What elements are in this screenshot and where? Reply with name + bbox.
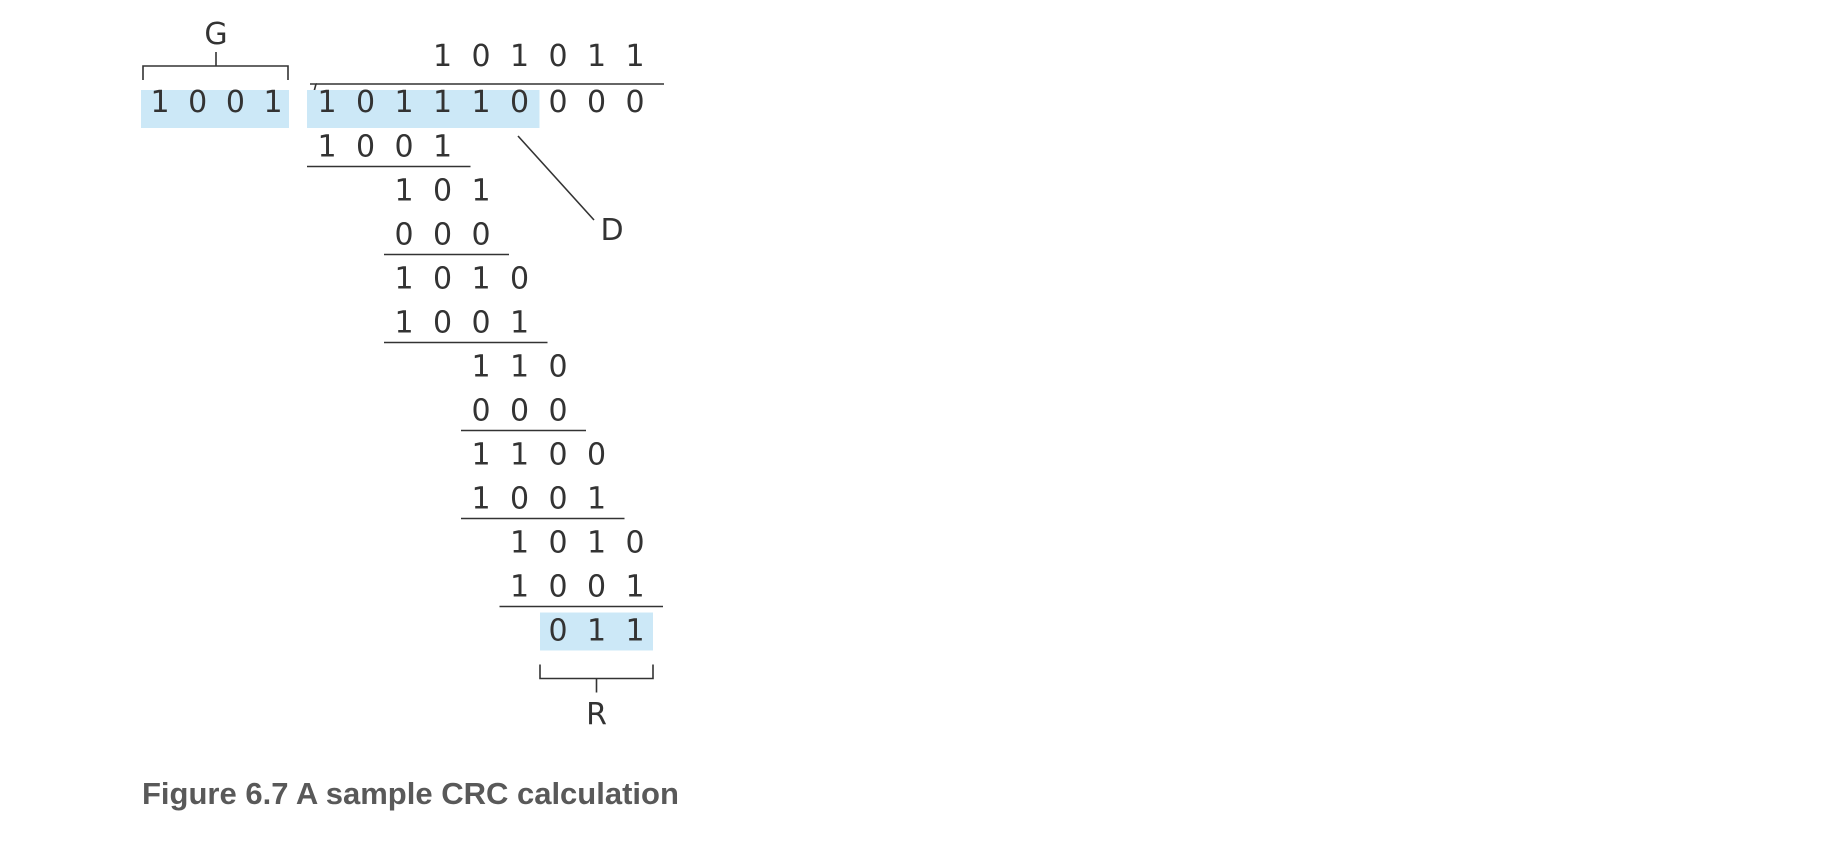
remainder-label: R — [586, 698, 607, 733]
step-digit: 0 — [548, 526, 567, 561]
step-digit: 1 — [394, 262, 413, 297]
step-digit: 1 — [471, 350, 490, 385]
remainder-digit: 0 — [548, 614, 567, 649]
step-digit: 0 — [548, 570, 567, 605]
step-digit: 0 — [433, 306, 452, 341]
step-digit: 1 — [394, 306, 413, 341]
dividend-digit: 0 — [510, 85, 529, 120]
data-label: D — [600, 213, 623, 248]
generator-bracket — [142, 65, 289, 80]
remainder-digit: 1 — [587, 614, 606, 649]
remainder-highlight — [540, 612, 653, 651]
step-digit: 0 — [433, 262, 452, 297]
dividend-digit: 0 — [548, 85, 567, 120]
dividend-digit: 0 — [625, 85, 644, 120]
step-digit: 0 — [394, 218, 413, 253]
quotient-digit: 1 — [587, 39, 606, 74]
generator-highlight — [141, 90, 289, 128]
quotient-digit: 0 — [548, 39, 567, 74]
dividend-digit: 1 — [394, 85, 413, 120]
step-digit: 1 — [471, 482, 490, 517]
step-digit: 1 — [510, 570, 529, 605]
step-digit: 1 — [587, 482, 606, 517]
step-digit: 1 — [587, 526, 606, 561]
step-digit: 1 — [394, 174, 413, 209]
step-digit: 0 — [510, 482, 529, 517]
step-digit: 0 — [548, 438, 567, 473]
step-digit: 0 — [471, 394, 490, 429]
dividend-digit: 0 — [587, 85, 606, 120]
quotient-digit: 1 — [510, 39, 529, 74]
step-digit: 0 — [625, 526, 644, 561]
step-digit: 0 — [510, 394, 529, 429]
remainder-digit: 1 — [625, 614, 644, 649]
step-digit: 0 — [548, 350, 567, 385]
step-digit: 1 — [433, 130, 452, 165]
remainder-bracket — [539, 664, 654, 680]
step-digit: 1 — [510, 306, 529, 341]
data-pointer-line — [517, 135, 595, 221]
step-digit: 0 — [433, 174, 452, 209]
step-digit: 0 — [548, 394, 567, 429]
step-digit: 1 — [471, 174, 490, 209]
step-digit: 0 — [587, 438, 606, 473]
quotient-digit: 1 — [433, 39, 452, 74]
step-digit: 1 — [471, 438, 490, 473]
generator-digit: 1 — [150, 85, 169, 120]
step-digit: 0 — [471, 218, 490, 253]
step-digit: 0 — [356, 130, 375, 165]
step-digit: 0 — [587, 570, 606, 605]
figure-caption: Figure 6.7 A sample CRC calculation — [142, 776, 679, 811]
generator-digit: 1 — [264, 85, 283, 120]
generator-digit: 0 — [188, 85, 207, 120]
generator-digit: 0 — [226, 85, 245, 120]
step-digit: 1 — [510, 438, 529, 473]
dividend-digit: 1 — [317, 85, 336, 120]
step-digit: 1 — [510, 350, 529, 385]
step-digit: 1 — [471, 262, 490, 297]
generator-label: G — [204, 17, 227, 52]
step-digit: 0 — [510, 262, 529, 297]
step-digit: 1 — [625, 570, 644, 605]
step-digit: 1 — [317, 130, 336, 165]
quotient-digit: 0 — [471, 39, 490, 74]
data-highlight — [307, 90, 540, 128]
step-digit: 0 — [548, 482, 567, 517]
step-digit: 1 — [510, 526, 529, 561]
dividend-digit: 0 — [356, 85, 375, 120]
quotient-digit: 1 — [625, 39, 644, 74]
step-digit: 0 — [433, 218, 452, 253]
dividend-digit: 1 — [471, 85, 490, 120]
step-digit: 0 — [394, 130, 413, 165]
dividend-digit: 1 — [433, 85, 452, 120]
crc-diagram-canvas: 1 0 0 1G1 0 1 0 1 11 0 1 1 1 0 0 0 0D1 0 0 11 0 10 0 01 0 1 01 0 0 11… — [141, 17, 664, 733]
step-digit: 0 — [471, 306, 490, 341]
